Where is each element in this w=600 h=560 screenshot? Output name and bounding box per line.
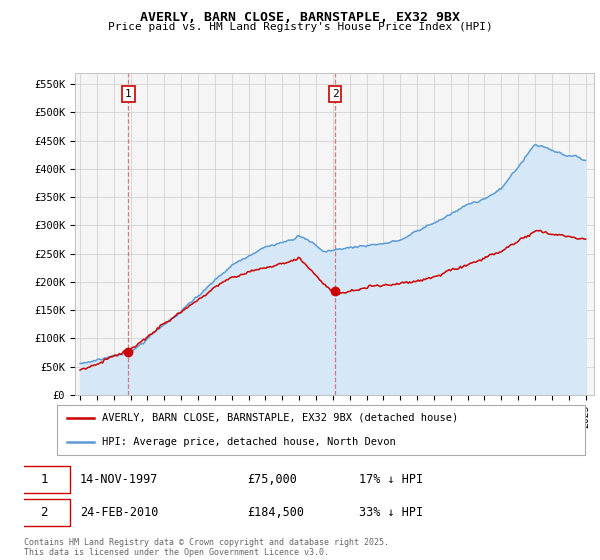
Text: 17% ↓ HPI: 17% ↓ HPI	[359, 473, 423, 486]
Text: £184,500: £184,500	[247, 506, 304, 519]
Text: Price paid vs. HM Land Registry's House Price Index (HPI): Price paid vs. HM Land Registry's House …	[107, 22, 493, 32]
Text: 1: 1	[40, 473, 48, 486]
Text: AVERLY, BARN CLOSE, BARNSTAPLE, EX32 9BX: AVERLY, BARN CLOSE, BARNSTAPLE, EX32 9BX	[140, 11, 460, 24]
Text: 33% ↓ HPI: 33% ↓ HPI	[359, 506, 423, 519]
Text: Contains HM Land Registry data © Crown copyright and database right 2025.
This d: Contains HM Land Registry data © Crown c…	[24, 538, 389, 557]
Text: HPI: Average price, detached house, North Devon: HPI: Average price, detached house, Nort…	[102, 437, 396, 447]
Text: 2: 2	[40, 506, 48, 519]
Text: 14-NOV-1997: 14-NOV-1997	[80, 473, 158, 486]
Text: £75,000: £75,000	[247, 473, 297, 486]
FancyBboxPatch shape	[19, 500, 70, 526]
FancyBboxPatch shape	[56, 405, 586, 455]
Text: 1: 1	[125, 88, 132, 99]
Text: 24-FEB-2010: 24-FEB-2010	[80, 506, 158, 519]
Text: 2: 2	[332, 88, 338, 99]
Text: AVERLY, BARN CLOSE, BARNSTAPLE, EX32 9BX (detached house): AVERLY, BARN CLOSE, BARNSTAPLE, EX32 9BX…	[102, 413, 458, 423]
FancyBboxPatch shape	[19, 466, 70, 493]
